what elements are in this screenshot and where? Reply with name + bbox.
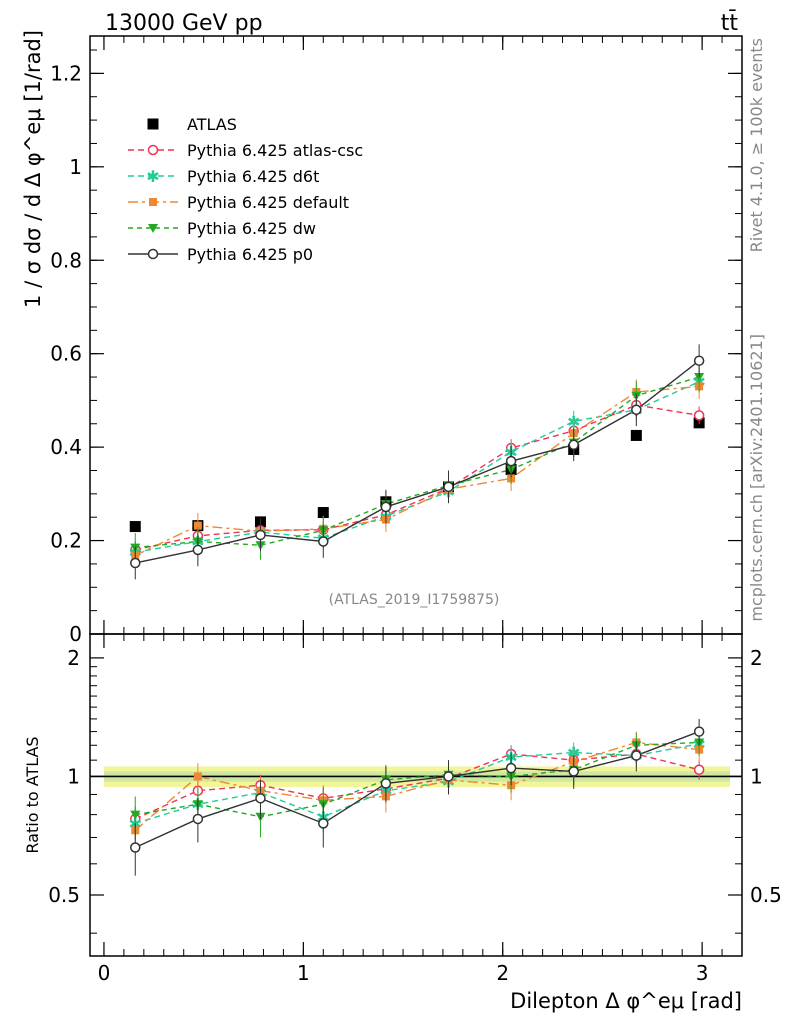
rivet-label: Rivet 4.1.0, ≥ 100k events <box>747 38 766 252</box>
data-point-atlas <box>317 507 329 519</box>
y-tick-label: 0.6 <box>50 342 82 366</box>
ratio-point-p0 <box>192 813 204 825</box>
ratio-tick-label: 0.5 <box>48 883 80 907</box>
ratio-point-p0 <box>380 778 392 789</box>
y-tick-label: 0.4 <box>50 435 82 459</box>
legend-marker-atlas_csc <box>147 144 159 156</box>
legend-marker-d6t: ✱ <box>146 167 159 186</box>
ratio-line-d6t <box>135 743 700 825</box>
ratio-line-default <box>134 741 700 831</box>
legend-marker-default <box>149 198 157 206</box>
ratio-point-dw <box>130 810 141 820</box>
data-point-atlas <box>129 521 141 533</box>
data-point-p0 <box>443 481 454 493</box>
series-line-d6t <box>135 381 700 553</box>
legend-label-default: Pythia 6.425 default <box>187 193 349 212</box>
x-tick-label: 3 <box>696 961 709 985</box>
ratio-point-p0 <box>568 766 579 777</box>
ratio-line-p0 <box>134 730 700 849</box>
series-markers: ✱✱✱✱✱✱✱✱✱✱✱✱✱✱✱✱✱✱✱✱ <box>129 344 706 876</box>
series-line-p0 <box>135 360 700 564</box>
ratio-tick-label-right: 2 <box>750 646 763 670</box>
data-point-atlas_csc <box>693 410 705 421</box>
y-tick-label: 0 <box>69 622 82 646</box>
legend: ATLAS Pythia 6.425 atlas-csc ✱ Pythia 6.425… <box>128 115 363 264</box>
series-line-atlas_csc <box>135 404 700 551</box>
data-point-atlas <box>630 429 642 441</box>
ratio-point-p0 <box>318 818 329 829</box>
data-point-p0 <box>693 355 705 366</box>
x-tick-label: 1 <box>297 961 310 985</box>
series-line-default <box>134 385 700 557</box>
header-right: tt̄ <box>721 10 739 36</box>
ratio-point-default <box>193 772 202 781</box>
series-lines <box>134 360 700 849</box>
legend-label-p0: Pythia 6.425 p0 <box>187 245 313 264</box>
legend-label-d6t: Pythia 6.425 d6t <box>187 167 319 186</box>
legend-label-atlas_csc: Pythia 6.425 atlas-csc <box>187 141 363 160</box>
ratio-axis-label: Ratio to ATLAS <box>23 736 42 853</box>
ratio-tick-label-right: 1 <box>750 764 763 788</box>
data-point-p0 <box>130 557 141 569</box>
legend-label-atlas: ATLAS <box>187 115 237 134</box>
ratio-point-p0 <box>505 762 517 774</box>
ratio-point-p0 <box>130 842 141 853</box>
legend-label-dw: Pythia 6.425 dw <box>187 219 316 238</box>
legend-marker-p0 <box>147 248 159 260</box>
analysis-watermark: (ATLAS_2019_I1759875) <box>329 592 500 608</box>
legend-marker-dw <box>148 224 158 233</box>
y-tick-label: 0.2 <box>50 529 82 553</box>
y-tick-label: 1.2 <box>50 61 82 85</box>
ratio-line-dw <box>135 741 700 818</box>
header-left: 13000 GeV pp <box>105 11 263 36</box>
data-point-p0 <box>631 404 642 415</box>
ratio-point-p0 <box>255 793 266 804</box>
axes-group: 0 0.2 0.4 0.6 0.8 1 1.2 0 1 2 3 0.5 0.5 1 1 2 2 <box>48 36 782 985</box>
ratio-tick-label: 2 <box>67 646 80 670</box>
data-point-p0 <box>568 439 579 451</box>
ratio-panel-frame <box>89 633 743 957</box>
data-point-dw <box>694 373 705 383</box>
y-tick-label: 1 <box>69 155 82 179</box>
data-point-default <box>193 521 202 530</box>
data-point-p0 <box>255 529 266 541</box>
x-tick-label: 0 <box>98 961 111 985</box>
x-tick-label: 2 <box>496 961 509 985</box>
y-axis-label: 1 / σ dσ / d Δ φ^eμ [1/rad] <box>21 30 45 308</box>
series-line-dw <box>135 376 700 549</box>
ratio-point-atlas_csc <box>693 764 705 775</box>
data-point-p0 <box>380 501 392 513</box>
mcplots-label: mcplots.cern.ch [arXiv:2401.10621] <box>747 334 766 622</box>
data-point-p0 <box>318 536 329 547</box>
ratio-tick-label: 1 <box>67 764 80 788</box>
ratio-point-p0 <box>693 726 705 737</box>
ratio-point-p0 <box>631 750 642 761</box>
data-point-p0 <box>505 455 517 467</box>
y-tick-label: 0.8 <box>50 248 82 272</box>
legend-marker-atlas <box>147 118 159 130</box>
data-point-p0 <box>192 544 204 556</box>
x-axis-label: Dilepton Δ φ^eμ [rad] <box>510 989 742 1013</box>
ratio-tick-label-right: 0.5 <box>750 883 782 907</box>
ratio-point-p0 <box>443 771 454 782</box>
